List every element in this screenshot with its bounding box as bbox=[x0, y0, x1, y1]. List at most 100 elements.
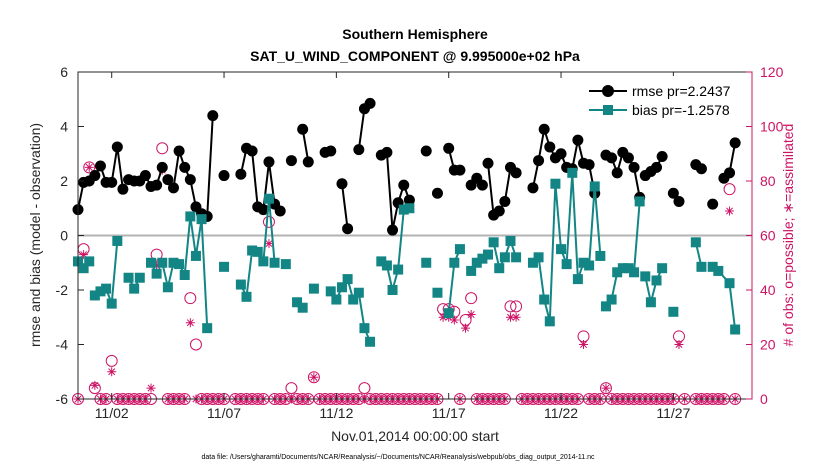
bias-point bbox=[235, 279, 246, 290]
bias-point bbox=[539, 294, 550, 305]
rmse-point bbox=[167, 182, 179, 194]
rmse-point bbox=[184, 174, 196, 186]
bias-point bbox=[651, 275, 662, 286]
rmse-point bbox=[420, 145, 432, 157]
rmse-point bbox=[527, 182, 539, 194]
obs-possible-point bbox=[262, 215, 275, 228]
rmse-point bbox=[111, 141, 123, 153]
bias-point bbox=[376, 256, 387, 267]
rmse-point bbox=[156, 161, 168, 173]
bias-point bbox=[527, 257, 538, 268]
rmse-point bbox=[476, 179, 488, 191]
rmse-point bbox=[207, 110, 219, 122]
bias-point bbox=[325, 286, 336, 297]
bias-point bbox=[387, 285, 398, 295]
bias-point bbox=[443, 308, 454, 319]
rmse-point bbox=[235, 168, 247, 180]
bias-point bbox=[89, 290, 100, 301]
bias-point bbox=[162, 282, 173, 293]
bias-point bbox=[101, 283, 112, 294]
bias-point bbox=[499, 252, 510, 263]
obs-possible-point bbox=[723, 183, 736, 196]
bias-point bbox=[595, 250, 606, 261]
bias-point bbox=[263, 193, 274, 204]
y2-tick-label: 100 bbox=[760, 119, 784, 135]
bias-point bbox=[185, 211, 196, 222]
obs-possible-point bbox=[285, 382, 298, 395]
rmse-point bbox=[274, 205, 286, 217]
legend-bias-marker bbox=[603, 105, 613, 115]
rmse-point bbox=[106, 176, 118, 188]
rmse-point bbox=[628, 161, 640, 173]
bias-point bbox=[629, 267, 640, 278]
y-tick-label: 0 bbox=[60, 228, 68, 244]
bias-point bbox=[190, 250, 201, 261]
rmse-line bbox=[301, 129, 310, 163]
bias-point bbox=[730, 324, 741, 335]
bias-line bbox=[644, 267, 664, 304]
bias-point bbox=[505, 235, 516, 246]
obs-possible-point bbox=[189, 338, 202, 351]
bias-point bbox=[297, 302, 308, 313]
y2-axis-ticks: 0 20 40 60 80 100 120 bbox=[746, 64, 784, 407]
bias-point bbox=[106, 298, 117, 309]
rmse-line bbox=[341, 183, 349, 229]
rmse-point bbox=[572, 134, 584, 146]
y2-tick-label: 20 bbox=[760, 337, 776, 353]
rmse-point bbox=[667, 187, 679, 199]
rmse-point bbox=[342, 223, 354, 235]
bias-series-layer bbox=[73, 167, 741, 347]
rmse-point bbox=[695, 163, 707, 175]
rmse-point bbox=[162, 174, 174, 186]
bias-point bbox=[179, 270, 190, 281]
y-tick-label: -4 bbox=[56, 337, 69, 353]
y-axis-label: rmse and bias (model - observation) bbox=[27, 123, 43, 347]
bias-point bbox=[84, 256, 95, 267]
obs-assimilated-point bbox=[107, 367, 117, 377]
bias-point bbox=[393, 264, 404, 275]
bias-point bbox=[640, 271, 651, 282]
bias-point bbox=[353, 287, 364, 298]
bias-point bbox=[561, 259, 572, 270]
bias-point bbox=[690, 237, 701, 248]
x-tick-label: 11/17 bbox=[432, 405, 466, 421]
legend-rmse-marker bbox=[602, 85, 614, 97]
bias-point bbox=[657, 263, 668, 274]
obs-assimilated-point bbox=[309, 372, 319, 382]
bias-point bbox=[584, 260, 595, 271]
rmse-point bbox=[336, 178, 348, 190]
x-tick-label: 11/22 bbox=[544, 405, 578, 421]
obs-assimilated-point bbox=[579, 340, 588, 349]
obs-possible-point bbox=[358, 382, 371, 395]
rmse-point bbox=[398, 179, 410, 191]
bias-point bbox=[381, 260, 392, 271]
rmse-point bbox=[325, 145, 337, 157]
bias-point bbox=[202, 323, 213, 334]
bias-point bbox=[421, 257, 432, 268]
bias-point bbox=[483, 249, 494, 260]
legend: rmse pr=2.2437 bias pr=-1.2578 bbox=[584, 76, 746, 124]
obs-possible-point bbox=[599, 382, 612, 395]
rmse-point bbox=[257, 204, 269, 216]
obs-assimilated-point bbox=[185, 318, 195, 328]
x-tick-label: 11/02 bbox=[95, 405, 129, 421]
bias-point bbox=[707, 261, 718, 272]
x-tick-label: 11/12 bbox=[319, 405, 353, 421]
bias-point bbox=[151, 268, 162, 279]
bias-point bbox=[612, 267, 623, 278]
rmse-point bbox=[499, 195, 511, 207]
bias-point bbox=[724, 278, 735, 289]
rmse-point bbox=[611, 167, 623, 179]
bias-point bbox=[95, 286, 106, 297]
obs-assimilated-point bbox=[438, 312, 448, 322]
rmse-point bbox=[94, 160, 106, 172]
bias-point bbox=[471, 257, 482, 268]
rmse-point bbox=[656, 150, 668, 162]
bias-point bbox=[634, 196, 645, 207]
rmse-point bbox=[263, 156, 275, 168]
data-file-footnote: data file: /Users/gharamti/Documents/NCA… bbox=[201, 454, 595, 461]
bias-point bbox=[477, 253, 488, 264]
chart-title: Southern Hemisphere bbox=[342, 26, 488, 42]
obs-possible-point bbox=[465, 292, 478, 305]
